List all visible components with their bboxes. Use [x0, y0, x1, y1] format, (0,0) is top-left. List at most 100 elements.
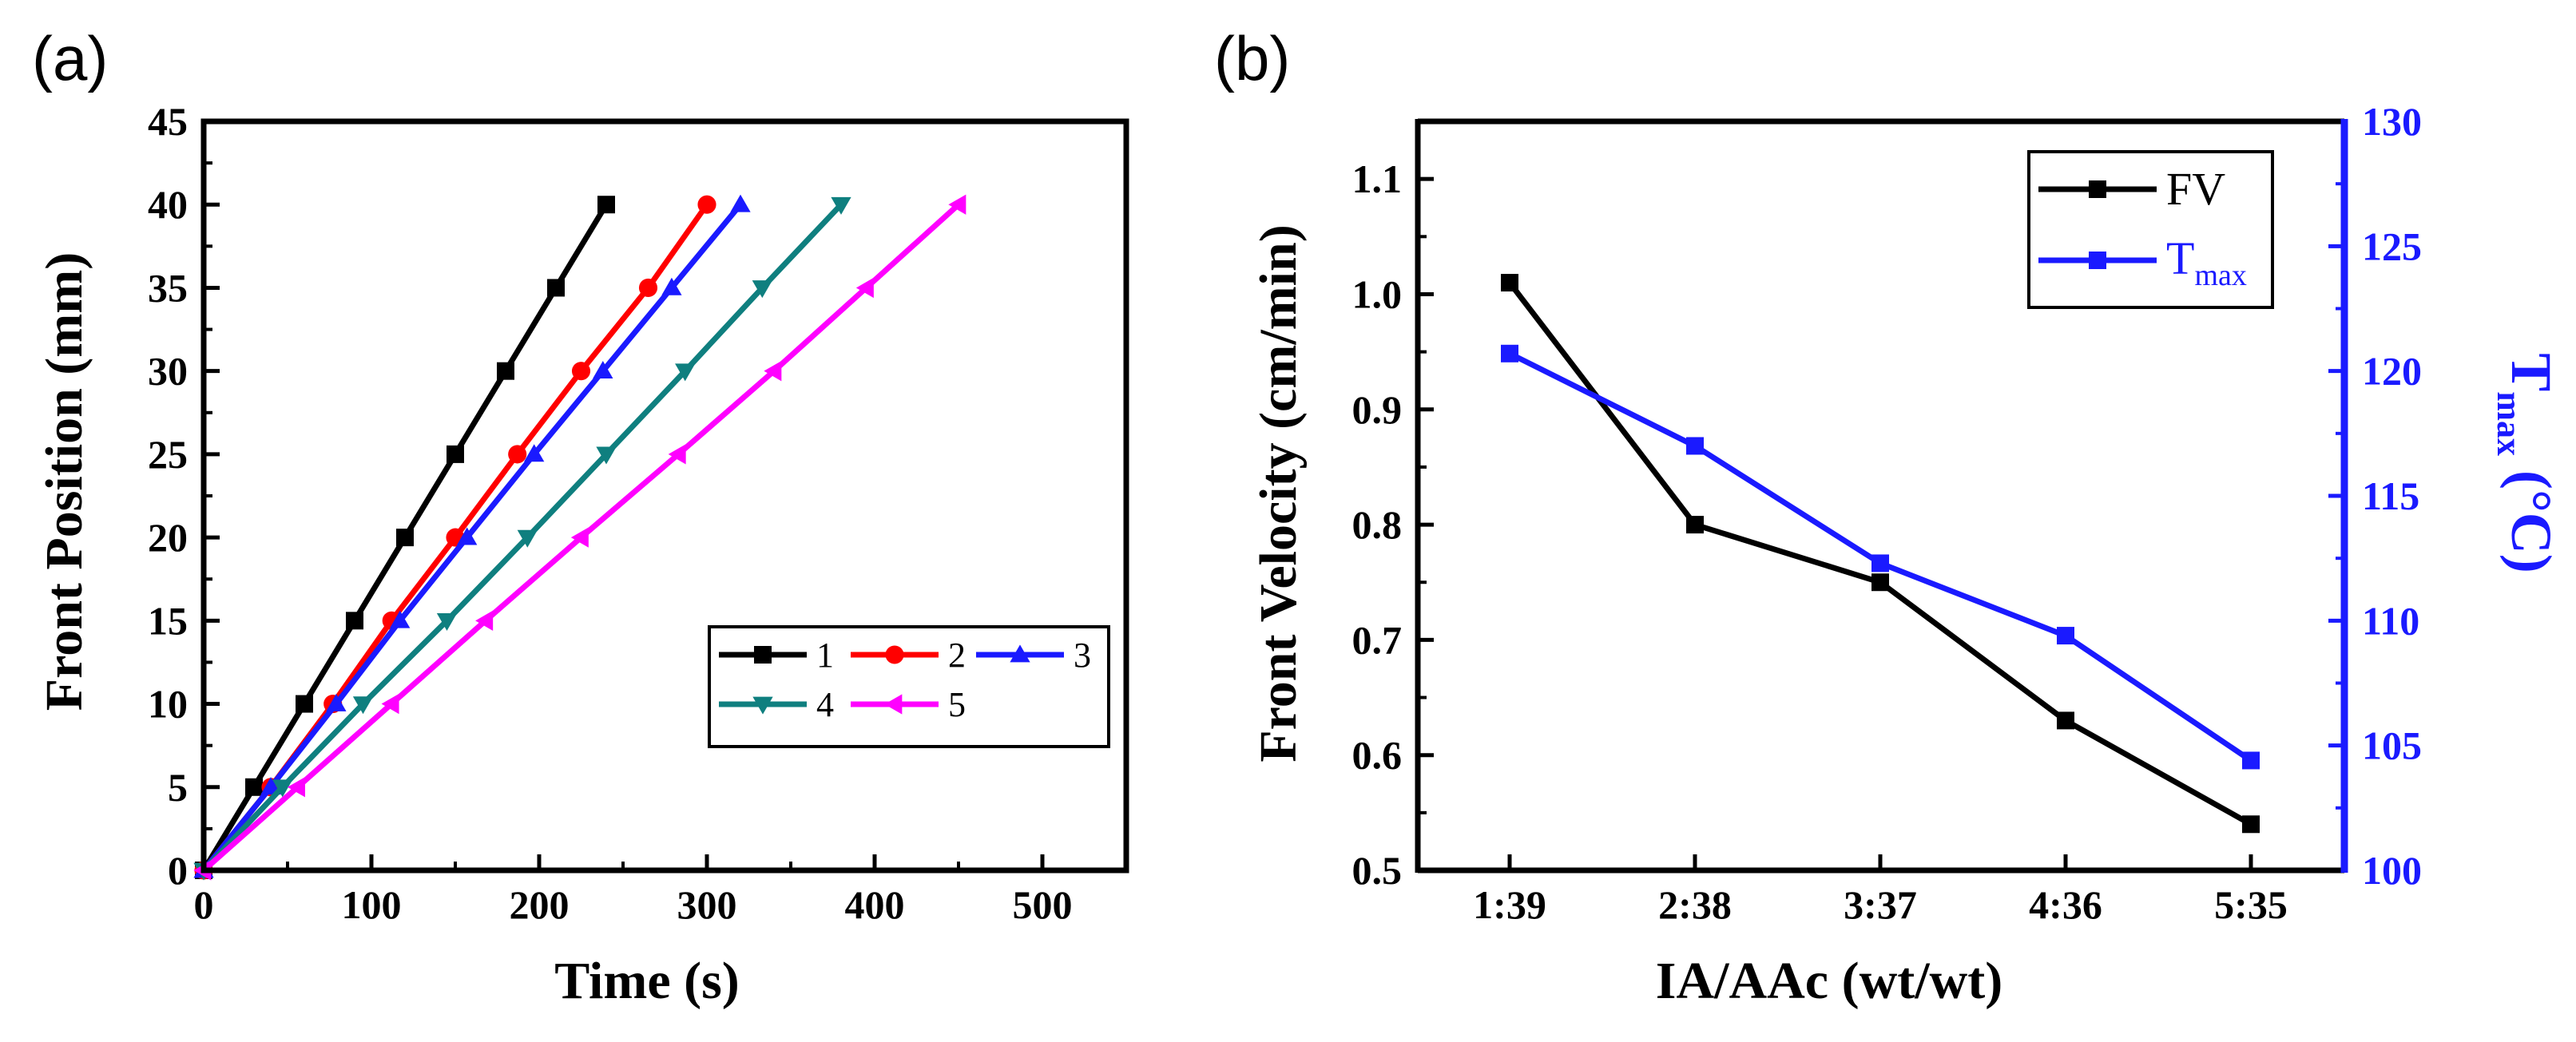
panel-a-label: (a) — [32, 23, 108, 93]
x-tick-label: 200 — [510, 882, 570, 927]
series-4-point — [352, 696, 374, 715]
y-tick-label: 20 — [148, 515, 188, 560]
chart-a-x-axis-title: Time (s) — [554, 952, 740, 1010]
series-5-point — [475, 610, 494, 631]
y-tick-label: 40 — [148, 182, 188, 227]
series-tmax-point — [1871, 554, 1889, 573]
y-tick-label: 0.9 — [1352, 387, 1403, 432]
y-tick-label: 5 — [168, 765, 188, 810]
series-1-point — [396, 529, 414, 547]
svg-text:Tmax (°C): Tmax (°C) — [2490, 353, 2563, 573]
legend-marker — [1010, 644, 1030, 663]
panel-b-label: (b) — [1214, 23, 1290, 93]
series-1-point — [597, 196, 615, 214]
series-2-point — [571, 362, 591, 381]
series-5-point — [948, 194, 966, 215]
legend-marker-tmax — [2089, 252, 2106, 269]
series-fv-line — [1507, 280, 2253, 827]
chart-b-y-axis-title: Front Velocity (cm/min) — [1249, 224, 1308, 762]
x-tick-label: 100 — [342, 882, 402, 927]
x-tick-label: 5:35 — [2214, 882, 2288, 927]
series-4-point — [596, 446, 617, 465]
series-1-point — [447, 445, 464, 463]
legend-label-tmax-main: T — [2166, 232, 2194, 284]
series-1-point — [346, 612, 363, 630]
chart-b-y2-axis-title: Tmax (°C) — [2490, 353, 2563, 573]
legend-label: 3 — [1074, 636, 1091, 675]
series-4-point — [272, 779, 293, 798]
chart-a-legend: 1 2 3 4 5 — [708, 625, 1110, 748]
y-tick-label: 15 — [148, 598, 188, 643]
x-tick-label: 2:38 — [1658, 882, 1732, 927]
series-fv-point — [2057, 711, 2074, 730]
y-tick-label: 1.1 — [1352, 156, 1403, 201]
series-5-point — [855, 277, 874, 299]
series-tmax-point — [1501, 344, 1518, 363]
series-4-point — [752, 280, 772, 299]
chart-a-y-axis-title: Front Position (mm) — [35, 252, 93, 711]
series-1-point — [245, 778, 263, 796]
series-tmax-point — [2057, 627, 2074, 645]
chart-b-x-axis-title: IA/AAc (wt/wt) — [1656, 952, 2002, 1010]
y2-tick-label: 115 — [2362, 473, 2419, 518]
legend-box — [708, 625, 1110, 748]
series-4-point — [517, 529, 538, 548]
series-2-point — [697, 195, 716, 214]
y2-title-unit: (°C) — [2499, 456, 2563, 573]
legend-marker — [884, 694, 903, 715]
y2-title-sub: max — [2490, 391, 2529, 456]
x-tick-label: 3:37 — [1844, 882, 1917, 927]
series-4-point — [436, 612, 458, 631]
chart-b-legend: FV Tmax — [2027, 150, 2274, 309]
legend-marker — [885, 645, 904, 664]
legend-label: 5 — [948, 685, 966, 724]
series-fv-point — [1871, 573, 1889, 592]
series-3-point — [390, 610, 411, 628]
legend-label: 1 — [816, 636, 834, 675]
series-5-point — [381, 693, 399, 715]
y2-title-main: T — [2499, 353, 2563, 391]
series-3-point — [730, 194, 751, 212]
series-5-point — [764, 361, 782, 382]
legend-label-fv: FV — [2166, 163, 2225, 215]
series-3-point — [524, 444, 545, 462]
series-1-point — [497, 362, 514, 380]
series-4-point — [675, 363, 696, 382]
chart-b: 1:39 2:38 3:37 4:36 5:35 0.5 0.6 0.7 0.8 0.9 1.0 1.… — [1352, 99, 2423, 927]
y-tick-label: 0.7 — [1352, 617, 1403, 662]
series-2-point — [638, 278, 658, 297]
x-tick-label: 0 — [194, 882, 214, 927]
y2-tick-label: 105 — [2362, 723, 2422, 768]
y2-tick-label: 125 — [2362, 224, 2422, 268]
y-tick-label: 0.6 — [1352, 733, 1403, 778]
y-tick-label: 10 — [148, 682, 188, 727]
series-fv-point — [1501, 274, 1518, 292]
y-tick-label: 30 — [148, 349, 188, 394]
legend-marker — [752, 696, 773, 715]
x-tick-label: 500 — [1013, 882, 1073, 927]
y2-tick-label: 110 — [2362, 598, 2419, 643]
series-3-point — [457, 527, 478, 545]
y2-tick-label: 130 — [2362, 99, 2422, 144]
series-4-point — [831, 196, 851, 215]
series-3-point — [661, 277, 682, 295]
series-5-point — [287, 777, 305, 798]
y-tick-label: 0.5 — [1352, 848, 1403, 893]
legend-label-tmax: Tmax — [2166, 232, 2247, 292]
x-tick-label: 4:36 — [2029, 882, 2102, 927]
legend-marker-fv — [2089, 180, 2106, 198]
x-tick-label: 300 — [677, 882, 737, 927]
series-1-point — [296, 695, 313, 713]
y2-tick-label: 100 — [2362, 848, 2422, 893]
y-tick-label: 45 — [148, 99, 188, 144]
series-5-point — [570, 527, 589, 548]
legend-marker — [754, 646, 772, 664]
x-tick-label: 1:39 — [1473, 882, 1546, 927]
y-tick-label: 35 — [148, 265, 188, 310]
series-2-point — [508, 445, 527, 464]
x-tick-label: 400 — [845, 882, 905, 927]
y-tick-label: 0.8 — [1352, 502, 1403, 547]
series-fv-point — [1686, 516, 1704, 534]
